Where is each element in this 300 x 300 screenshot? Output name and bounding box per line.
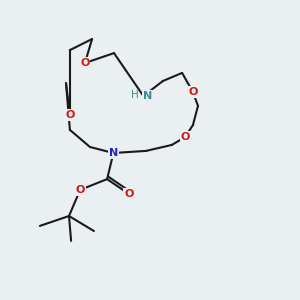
Text: O: O <box>124 189 134 199</box>
Text: N: N <box>143 91 152 101</box>
Text: O: O <box>80 58 90 68</box>
Text: H: H <box>131 90 139 100</box>
Text: N: N <box>109 148 118 158</box>
Text: O: O <box>75 185 85 195</box>
Text: O: O <box>188 87 198 97</box>
Text: O: O <box>180 132 190 142</box>
Text: O: O <box>65 110 75 120</box>
